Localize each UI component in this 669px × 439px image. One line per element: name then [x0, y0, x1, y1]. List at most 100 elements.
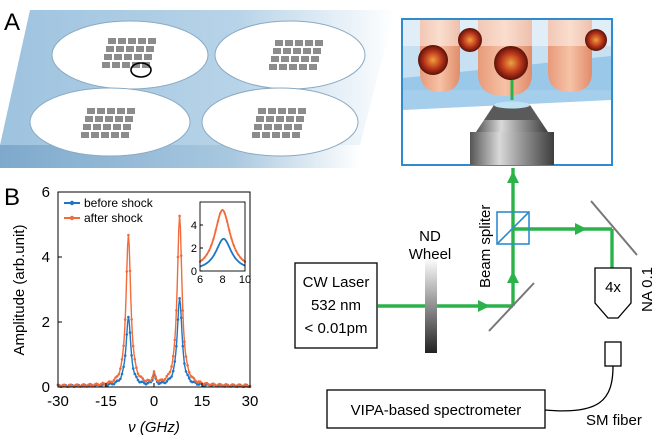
data-point [128, 331, 132, 334]
grid-cell [118, 38, 126, 44]
cw-laser-box: CW Laser 532 nm < 0.01pm [294, 262, 378, 349]
data-point [112, 382, 116, 386]
data-point [192, 377, 196, 380]
inset-data-point [201, 258, 204, 261]
data-point [165, 374, 169, 378]
mirror-right [590, 200, 638, 256]
grid-cell [256, 116, 264, 122]
inset-series-line-0 [199, 237, 246, 268]
data-point [122, 344, 125, 348]
inset-data-point [234, 249, 238, 252]
grid-cell [138, 38, 146, 44]
grid-cell [266, 116, 274, 122]
grid-cell [108, 38, 116, 44]
data-point [168, 376, 172, 380]
grid-cell [281, 56, 289, 62]
data-point [176, 255, 180, 259]
grid-cell [291, 56, 299, 62]
data-point [178, 297, 181, 300]
data-point [199, 380, 202, 384]
data-point [128, 269, 132, 273]
data-point [163, 377, 167, 381]
grid-cell [95, 116, 103, 122]
grid-cell [282, 132, 290, 138]
laser-label-2: 532 nm [311, 297, 361, 314]
grid-cell [102, 62, 110, 68]
grid-cell [122, 62, 130, 68]
inset-data-point [219, 212, 222, 215]
grid-cell [313, 48, 321, 54]
inset-x-tick-label: 6 [197, 274, 203, 286]
data-point [183, 362, 186, 365]
grid-cell [278, 108, 286, 114]
grid-cell [274, 124, 282, 130]
data-point [149, 379, 153, 383]
legend-after-shock: after shock [84, 211, 144, 225]
data-point [130, 354, 133, 357]
y-axis-label: Amplitude (arb.unit) [11, 225, 28, 356]
data-point [173, 338, 177, 342]
grid-cell [268, 108, 276, 114]
data-point [123, 354, 127, 357]
grid-cell [114, 54, 122, 60]
data-point [125, 270, 129, 273]
cells [418, 28, 607, 80]
grid-cell [262, 132, 270, 138]
spectrum-chart: -30 -15 0 15 30 0 2 4 6 Amplitude (arb.unit) ν (… [11, 184, 258, 436]
data-point [135, 366, 138, 370]
data-point [133, 357, 137, 361]
grid-cell [91, 132, 99, 138]
x-tick-label: -15 [95, 393, 117, 410]
grid-cell [258, 108, 266, 114]
x-tick-label: 0 [150, 393, 158, 410]
x-axis-label: ν (GHz) [128, 419, 180, 436]
data-point [175, 309, 178, 312]
mirror-lower [488, 282, 535, 332]
grid-cell [299, 64, 307, 70]
grid-cell [117, 108, 125, 114]
data-point [127, 315, 130, 319]
grid-cell [127, 108, 135, 114]
nd-wheel: ND Wheel [409, 228, 451, 353]
grid-cell [101, 132, 109, 138]
inset-data-point [228, 229, 231, 232]
data-point [151, 376, 154, 380]
aperture-label: NA 0.1 [639, 267, 656, 312]
grid-cell [252, 132, 260, 138]
data-point [181, 344, 185, 348]
grid-cell [81, 132, 89, 138]
data-point [167, 372, 170, 376]
data-point [171, 369, 175, 373]
data-point [123, 318, 127, 321]
grid-cell [309, 64, 317, 70]
spectrometer-label: VIPA-based spectrometer [351, 402, 522, 419]
grid-cell [273, 48, 281, 54]
grid-cell [146, 46, 154, 52]
data-point [135, 375, 138, 379]
grid-cell [134, 54, 142, 60]
grid-cell [103, 124, 111, 130]
data-point [117, 379, 121, 382]
spectrometer-box: VIPA-based spectrometer [326, 389, 546, 429]
grid-patches [81, 38, 323, 138]
data-point [163, 381, 167, 385]
beam-splitter-label: Beam spliter [477, 205, 494, 288]
data-point [117, 373, 121, 376]
laser-label-3: < 0.01pm [305, 320, 368, 337]
grid-cell [85, 116, 93, 122]
inset-data-point [237, 253, 240, 256]
inset-data-point [221, 209, 224, 212]
beam-paths [378, 168, 614, 308]
beam-arrows [478, 171, 587, 312]
inset-frame [199, 201, 246, 272]
data-point [127, 233, 130, 237]
panel-a-label: A [4, 9, 20, 36]
inset-y-tick-label: 4 [191, 220, 197, 232]
x-tick-label: -30 [47, 393, 69, 410]
data-point [152, 370, 156, 373]
grid-cell [295, 40, 303, 46]
data-point [186, 364, 189, 367]
inset-data-point [216, 220, 220, 223]
data-point [171, 354, 175, 358]
